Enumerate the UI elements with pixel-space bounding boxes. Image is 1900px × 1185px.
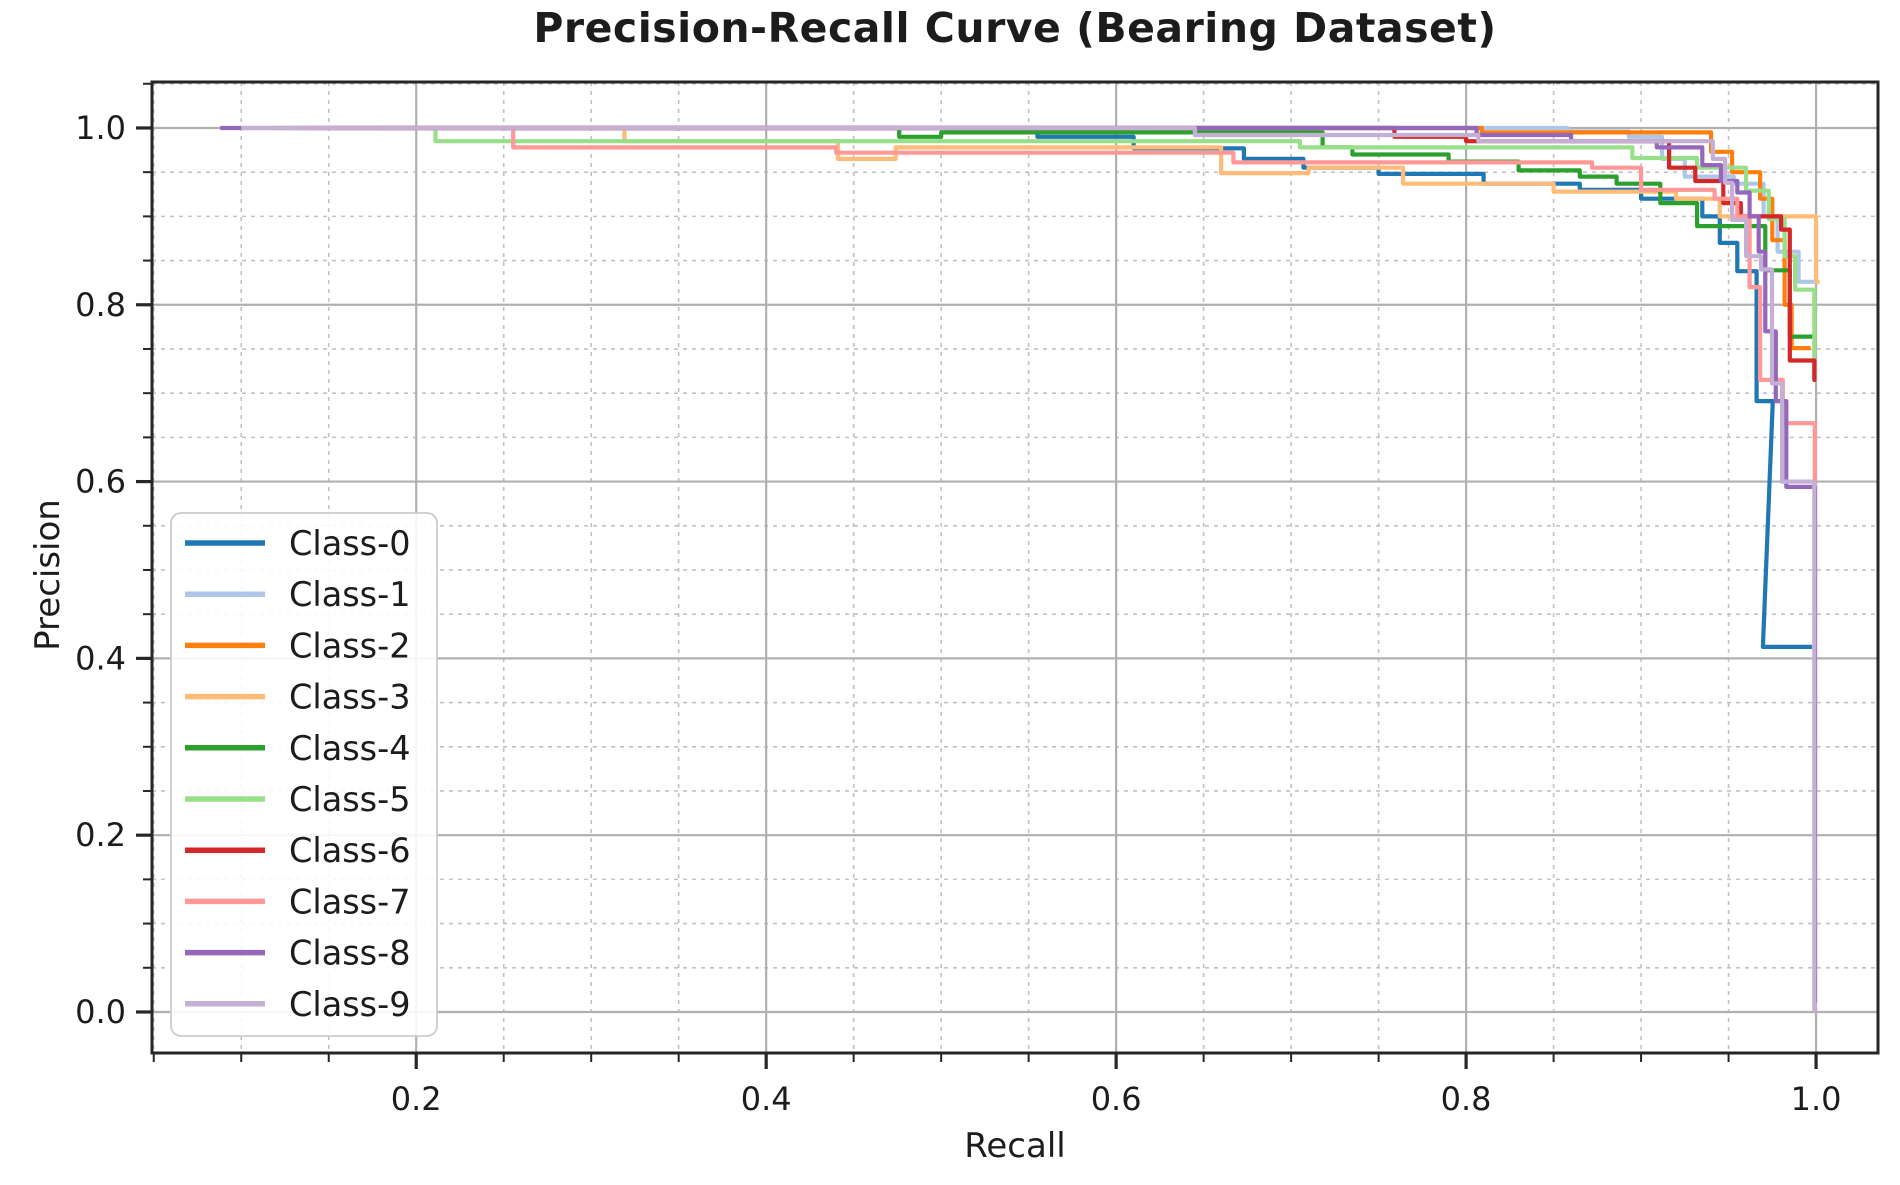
legend-label: Class-1	[289, 575, 411, 614]
x-axis-label: Recall	[964, 1126, 1066, 1166]
legend-item-class-4: Class-4	[185, 729, 411, 768]
y-tick-label: 1.0	[75, 109, 126, 147]
legend-item-class-0: Class-0	[185, 524, 411, 563]
x-tick-label: 0.6	[1091, 1080, 1142, 1118]
pr-curve-class-6	[311, 125, 1817, 382]
y-tick-label: 0.4	[75, 639, 126, 677]
pr-curve-class-8	[220, 125, 1818, 1004]
legend-item-class-3: Class-3	[185, 678, 411, 717]
y-tick-label: 0.0	[75, 993, 126, 1031]
x-tick-label: 1.0	[1791, 1080, 1842, 1118]
plot-frame	[150, 80, 1880, 1055]
pr-curve-class-9	[241, 125, 1817, 1013]
axes	[150, 80, 1880, 1055]
legend-item-class-1: Class-1	[185, 575, 411, 614]
legend-label: Class-5	[289, 780, 411, 819]
legend-item-class-7: Class-7	[185, 882, 411, 921]
pr-curve-class-7	[293, 125, 1817, 1011]
legend-label: Class-2	[289, 626, 411, 665]
pr-curve-class-5	[381, 125, 1817, 359]
legend-label: Class-7	[289, 882, 411, 921]
pr-curves	[220, 125, 1820, 1013]
y-tick-label: 0.2	[75, 816, 126, 854]
x-tick-label: 0.8	[1441, 1080, 1492, 1118]
x-tick-label: 0.2	[391, 1080, 442, 1118]
legend-item-class-6: Class-6	[185, 831, 411, 870]
legend-label: Class-4	[289, 729, 411, 768]
legend-item-class-5: Class-5	[185, 780, 411, 819]
legend-label: Class-0	[289, 524, 411, 563]
y-tick-label: 0.8	[75, 286, 126, 324]
x-tick-label: 0.4	[741, 1080, 792, 1118]
pr-curve-class-0	[503, 125, 1812, 649]
legend: Class-0 Class-1 Class-2 Class-3 Class-4 Class…	[170, 512, 438, 1037]
y-tick-label: 0.6	[75, 463, 126, 501]
legend-item-class-9: Class-9	[185, 985, 411, 1024]
chart-title: Precision-Recall Curve (Bearing Dataset)	[533, 4, 1497, 52]
legend-label: Class-3	[289, 678, 411, 717]
legend-label: Class-9	[289, 985, 411, 1024]
y-axis-label: Precision	[28, 499, 68, 651]
pr-curve-class-4	[381, 125, 1817, 339]
ticks: 0.2 0.4 0.6 0.8 1.0 0.0 0.2 0.4 0.6 0.8 1.0	[75, 82, 1842, 1118]
legend-label: Class-8	[289, 934, 411, 973]
legend-item-class-8: Class-8	[185, 934, 411, 973]
legend-label: Class-6	[289, 831, 411, 870]
legend-item-class-2: Class-2	[185, 626, 411, 665]
